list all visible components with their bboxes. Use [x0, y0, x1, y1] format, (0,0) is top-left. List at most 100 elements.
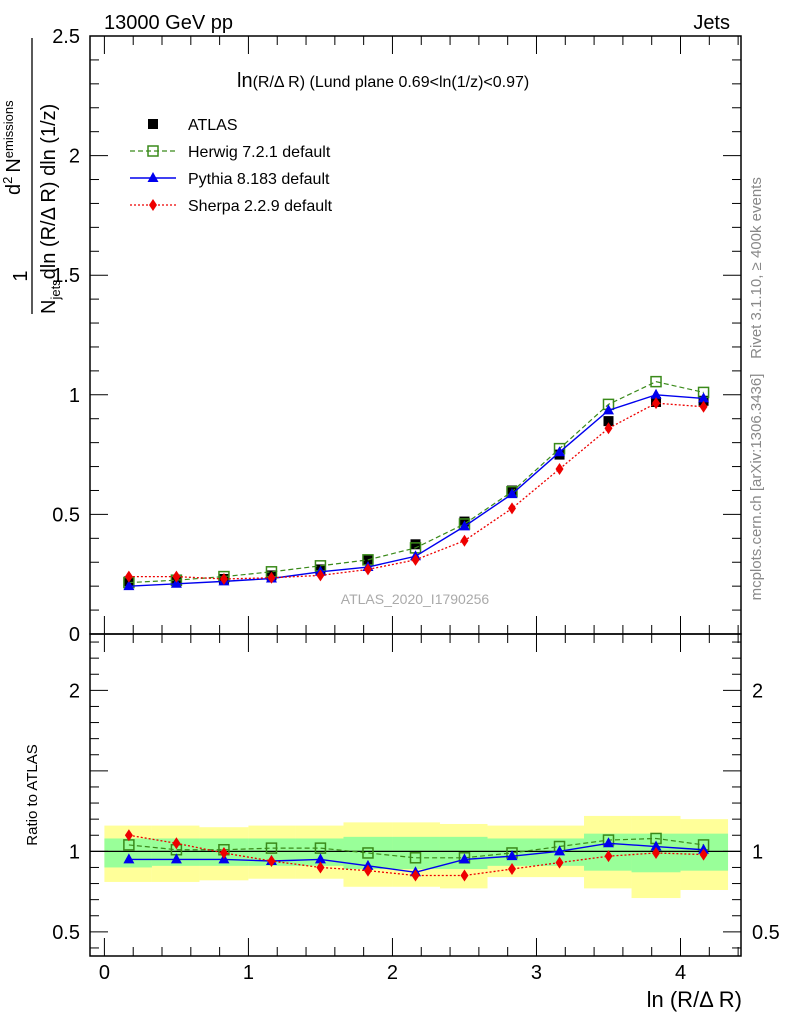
main-ytick-label: 2.5: [52, 26, 80, 48]
rivet-label: Rivet 3.1.10, ≥ 400k events: [748, 177, 765, 359]
main-sherpa-point-6: [411, 553, 420, 566]
ylabel-jets: jets: [48, 279, 63, 301]
title-sub: (R/Δ R): [253, 74, 305, 91]
ratio-ytick-label: 2: [69, 680, 80, 702]
title-rest: (Lund plane 0.69<ln(1/z)<0.97): [305, 74, 529, 91]
main-pythia-point-7: [458, 520, 470, 531]
main-pythia-point-1: [170, 577, 182, 588]
main-sherpa-point-11: [652, 397, 661, 410]
main-atlas-point-10: [603, 416, 614, 427]
ratio-axes: 0.5 0.5 1 1 2 2 0 1 2 3 4: [52, 634, 780, 984]
main-sherpa-point-2: [219, 572, 228, 585]
category-label: Jets: [693, 12, 730, 34]
main-axes: 0 0.5 1 1.5 2 2.5: [52, 26, 741, 646]
ratio-sherpa-point-5: [363, 864, 372, 877]
ratio-sherpa-point-12: [699, 848, 708, 861]
ratio-pythia-point-1: [170, 853, 182, 864]
main-ytick-label: 0.5: [52, 504, 80, 526]
energy-label: 13000 GeV pp: [104, 12, 233, 34]
ylabel-nem: N: [3, 158, 25, 172]
ratio-pythia-point-4: [314, 853, 326, 864]
main-ytick-label: 2: [69, 146, 80, 168]
ratio-xtick-label: 3: [531, 962, 542, 984]
ratio-ytick-label-right: 2: [752, 680, 763, 702]
main-ylabel: 1 Njetsdln (R/Δ R) dln (1/z) d2 Nemission…: [0, 38, 63, 314]
ylabel-n: N: [38, 300, 60, 314]
ylabel-numerator: d2 Nemissions: [0, 100, 25, 195]
ratio-pythia-point-0: [123, 853, 135, 864]
main-marks: [123, 375, 710, 591]
main-sherpa-point-7: [460, 534, 469, 547]
main-sherpa-point-4: [316, 569, 325, 582]
ratio-xtick-label: 1: [243, 962, 254, 984]
ratio-pythia-point-7: [458, 853, 470, 864]
legend-atlas-marker: [148, 119, 158, 129]
ratio-pythia-point-10: [602, 837, 614, 848]
legend-herwig-label: Herwig 7.2.1 default: [188, 144, 331, 161]
main-sherpa-point-0: [124, 570, 133, 583]
legend-pythia-label: Pythia 8.183 default: [188, 171, 330, 188]
main-sherpa-point-12: [699, 400, 708, 413]
ratio-sherpa-point-10: [604, 850, 613, 863]
main-atlas-point-6: [410, 539, 421, 550]
main-pythia-point-11: [650, 388, 662, 399]
ratio-herwig-point-5: [362, 847, 374, 859]
ratio-pythia-point-8: [506, 850, 518, 861]
ylabel-one: 1: [10, 270, 32, 281]
ratio-bands: [104, 815, 729, 899]
ratio-pythia-point-9: [554, 845, 566, 856]
ratio-ytick-label: 1: [69, 841, 80, 863]
ratio-xtick-label: 0: [99, 962, 110, 984]
main-sherpa-point-1: [172, 570, 181, 583]
legend: ATLAS Herwig 7.2.1 default Pythia 8.183 de…: [130, 117, 333, 215]
ratio-pythia-point-11: [650, 840, 662, 851]
main-ytick-label: 1.5: [52, 265, 80, 287]
legend-sherpa-label: Sherpa 2.2.9 default: [188, 198, 333, 215]
legend-atlas-label: ATLAS: [188, 117, 238, 134]
main-sherpa-point-9: [555, 462, 564, 475]
main-ytick-label: 0: [69, 624, 80, 646]
ratio-sherpa-point-3: [267, 855, 276, 868]
ratio-sherpa-point-0: [124, 829, 133, 842]
ratio-panel: 0.5 0.5 1 1 2 2 0 1 2 3 4 Ratio to ATLAS ln (R/Δ R…: [24, 633, 780, 1012]
ylabel-sup: 2: [0, 177, 15, 184]
ratio-herwig-point-4: [314, 842, 327, 854]
ratio-sherpa-point-9: [555, 856, 564, 869]
legend-pythia-marker: [147, 172, 159, 182]
ylabel-denominator: Njetsdln (R/Δ R) dln (1/z): [38, 104, 63, 314]
main-herwig-point-11: [650, 375, 662, 388]
ratio-herwig-point-6: [409, 852, 422, 864]
ratio-ytick-label-right: 0.5: [752, 922, 780, 944]
ratio-frame: [89, 633, 742, 957]
main-panel: ln(R/Δ R) (Lund plane 0.69<ln(1/z)<0.97)…: [52, 26, 742, 646]
ratio-xtick-label: 4: [675, 962, 686, 984]
main-sherpa-point-5: [363, 563, 372, 576]
ratio-sherpa-point-8: [507, 863, 516, 876]
ratio-sherpa-point-7: [460, 869, 469, 882]
ratio-sherpa-point-2: [219, 846, 228, 859]
ratio-sherpa-point-6: [411, 869, 420, 882]
main-pythia-point-9: [554, 446, 566, 457]
main-ytick-label: 1: [69, 385, 80, 407]
main-pythia-point-10: [602, 404, 614, 415]
ratio-marks: [90, 829, 741, 882]
ratio-herwig-point-3: [265, 842, 278, 854]
main-pythia-point-8: [506, 488, 518, 499]
ylabel-emissions: emissions: [1, 100, 16, 158]
ratio-ytick-label-right: 1: [752, 841, 763, 863]
main-title: ln(R/Δ R) (Lund plane 0.69<ln(1/z)<0.97): [237, 70, 529, 92]
legend-sherpa-marker: [149, 199, 157, 211]
main-sherpa-point-3: [267, 571, 276, 584]
mcplots-label: mcplots.cern.ch [arXiv:1306.3436]: [748, 374, 765, 601]
legend-herwig-marker: [147, 145, 159, 157]
ratio-sherpa-point-1: [172, 837, 181, 850]
ylabel-d: d: [3, 184, 25, 195]
ratio-sherpa-point-4: [316, 861, 325, 874]
ratio-sherpa-point-11: [652, 846, 661, 859]
ratio-xtick-label: 2: [387, 962, 398, 984]
main-pythia-point-12: [698, 392, 710, 403]
ratio-ytick-label: 0.5: [52, 922, 80, 944]
main-sherpa-point-8: [507, 502, 516, 515]
title-main: ln: [237, 70, 253, 92]
